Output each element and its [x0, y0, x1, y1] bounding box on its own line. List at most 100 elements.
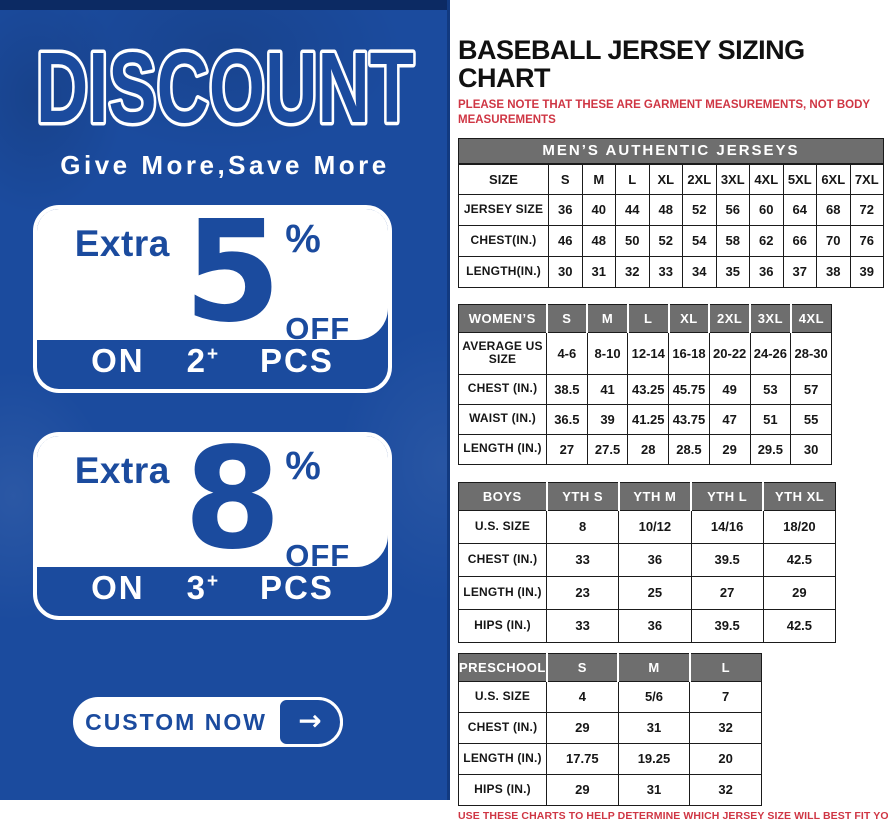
boys-table: BOYS YTH S YTH M YTH L YTH XL U.S. SIZE 8 10/12… [458, 481, 837, 643]
table-cell: 64 [782, 193, 817, 226]
svg-text:DISCOUNT: DISCOUNT [36, 32, 414, 144]
table-cell: 49 [708, 373, 751, 405]
table-row: LENGTH (IN.) 17.75 19.25 20 [458, 742, 762, 775]
offer-condition-bar: ON 2+ PCS [37, 332, 388, 389]
table-cell: 41.25 [627, 403, 670, 435]
table-cell: 33 [545, 608, 620, 643]
column-header: YTH XL [762, 481, 837, 511]
table-row: JERSEY SIZE 36 40 44 48 52 56 60 64 68 72 [458, 193, 884, 226]
row-label: LENGTH(IN.) [458, 255, 549, 288]
column-header: YTH M [617, 481, 691, 511]
table-cell: 32 [689, 711, 762, 744]
table-row: WAIST (IN.) 36.5 39 41.25 43.75 47 51 55 [458, 403, 832, 435]
offer-card-8-percent: Extra 8 % OFF ON 3+ PCS [33, 432, 392, 620]
column-header: L [688, 652, 762, 682]
table-cell: 20-22 [708, 331, 751, 375]
column-header: S [545, 652, 619, 682]
table-cell: 32 [689, 773, 762, 806]
offer-percent-off: % OFF [285, 219, 351, 347]
column-header: YTH L [689, 481, 764, 511]
table-cell: 66 [782, 224, 817, 257]
offer-percent-off: % OFF [285, 444, 351, 574]
row-label: JERSEY SIZE [458, 193, 549, 226]
custom-now-button[interactable]: CUSTOM NOW → [73, 697, 343, 747]
table-cell: 24-26 [749, 331, 792, 375]
table-cell: 10/12 [618, 509, 692, 544]
column-header: M [617, 652, 690, 682]
table-cell: 57 [790, 373, 832, 405]
table-cell: 30 [548, 255, 583, 288]
row-label: U.S. SIZE [458, 509, 547, 544]
column-header: WOMEN’S [458, 303, 547, 333]
header-row: BOYS YTH S YTH M YTH L YTH XL [458, 481, 837, 511]
offer-prefix: Extra [74, 223, 170, 264]
table-row: U.S. SIZE 4 5/6 7 [458, 680, 762, 713]
chart-title: BASEBALL JERSEY SIZING CHART [458, 35, 805, 94]
table-cell: 29 [762, 575, 837, 610]
column-header: S [545, 303, 588, 333]
header-row: WOMEN’S S M L XL 2XL 3XL 4XL [458, 303, 832, 333]
cta-arrow-box[interactable]: → [277, 697, 343, 747]
table-row: LENGTH (IN.) 23 25 27 29 [458, 575, 837, 610]
offer-card-top: Extra 5 % OFF [37, 209, 388, 347]
size-table-mens: MEN’S AUTHENTIC JERSEYS SIZE S M L XL 2XL 3XL 4X… [458, 137, 884, 288]
table-cell: 31 [581, 255, 616, 288]
column-header: BOYS [458, 481, 547, 511]
table-row: CHEST (IN.) 38.5 41 43.25 45.75 49 53 57 [458, 373, 832, 405]
table-cell: 35 [715, 255, 750, 288]
column-header: XL [648, 163, 683, 195]
table-cell: 52 [648, 224, 683, 257]
table-row: HIPS (IN.) 33 36 39.5 42.5 [458, 608, 837, 643]
table-cell: 33 [545, 542, 620, 577]
column-header: M [581, 163, 616, 195]
table-cell: 28-30 [790, 331, 832, 375]
row-label: LENGTH (IN.) [458, 742, 547, 775]
table-row: LENGTH(IN.) 30 31 32 33 34 35 36 37 38 39 [458, 255, 884, 288]
table-cell: 44 [615, 193, 650, 226]
row-label: AVERAGE US SIZE [458, 331, 547, 375]
off-label: OFF [285, 311, 351, 347]
table-cell: 8-10 [586, 331, 629, 375]
table-cell: 36.5 [546, 403, 588, 435]
column-header: 3XL [715, 163, 750, 195]
table-cell: 58 [715, 224, 750, 257]
table-cell: 72 [849, 193, 884, 226]
mens-table: SIZE S M L XL 2XL 3XL 4XL 5XL 6XL 7XL JERSEY SIZE 36… [458, 163, 884, 288]
row-label: CHEST (IN.) [458, 542, 547, 577]
table-cell: 76 [849, 224, 884, 257]
column-header: 2XL [708, 303, 751, 333]
table-cell: 29.5 [749, 433, 792, 465]
column-header: 7XL [849, 163, 884, 195]
discount-headline: DISCOUNT [33, 29, 418, 145]
table-cell: 39 [849, 255, 884, 288]
table-cell: 45.75 [668, 373, 710, 405]
table-cell: 31 [617, 711, 691, 744]
table-cell: 47 [708, 403, 751, 435]
custom-now-label: CUSTOM NOW [85, 708, 267, 735]
table-row: CHEST (IN.) 33 36 39.5 42.5 [458, 542, 837, 577]
table-cell: 60 [749, 193, 784, 226]
row-label: LENGTH (IN.) [458, 575, 547, 610]
table-cell: 18/20 [762, 509, 837, 544]
table-cell: 25 [618, 575, 692, 610]
plus-sign: + [206, 570, 219, 592]
discount-panel: DISCOUNT Give More,Save More Extra 5 % O… [0, 0, 450, 800]
column-header: M [586, 303, 628, 333]
column-header: PRESCHOOL [458, 652, 547, 682]
table-cell: 4-6 [546, 331, 588, 375]
table-cell: 43.75 [668, 403, 710, 435]
on-label: ON [91, 341, 145, 379]
table-cell: 39.5 [690, 608, 764, 643]
percent-sign: % [285, 444, 321, 488]
table-cell: 41 [586, 373, 629, 405]
table-cell: 28 [627, 433, 670, 465]
table-cell: 36 [548, 193, 583, 226]
table-cell: 27.5 [586, 433, 629, 465]
row-label: CHEST(IN.) [458, 224, 549, 257]
table-cell: 23 [545, 575, 620, 610]
table-cell: 27 [690, 575, 764, 610]
pcs-label: PCS [260, 341, 334, 379]
table-row: LENGTH (IN.) 27 27.5 28 28.5 29 29.5 30 [458, 433, 832, 465]
table-cell: 7 [689, 680, 762, 713]
off-label: OFF [285, 538, 351, 574]
